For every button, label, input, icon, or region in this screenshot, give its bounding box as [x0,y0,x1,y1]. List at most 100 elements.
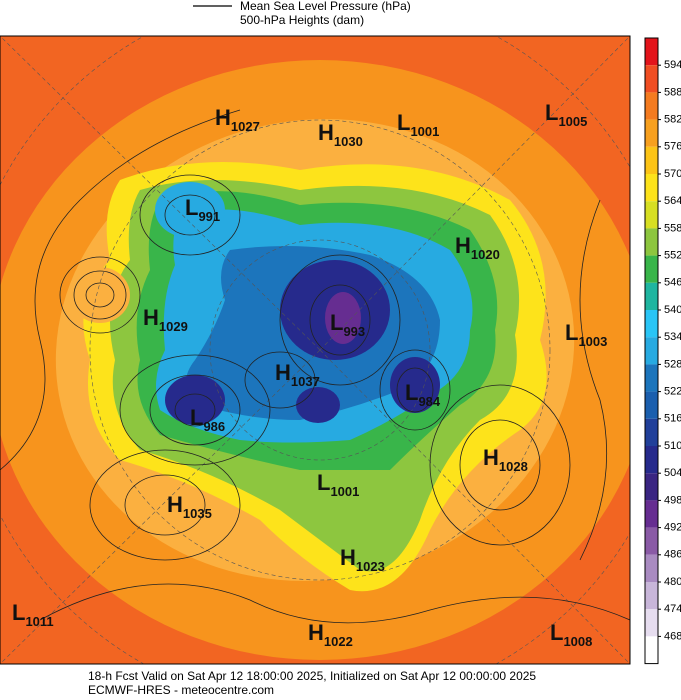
center-pressure: 1011 [25,614,53,629]
center-pressure: 1008 [563,634,592,649]
center-kind: H [215,105,231,130]
pressure-center: L986 [190,405,225,434]
colorbar-segment [645,391,658,419]
colorbar-segment [645,554,658,582]
center-pressure: 1020 [471,247,500,262]
colorbar-segment [645,146,658,174]
center-kind: H [308,620,324,645]
center-kind: H [318,120,334,145]
colorbar-label: 504 [664,467,681,479]
colorbar-segment [645,201,658,229]
center-kind: H [143,305,159,330]
colorbar-label: 498 [664,494,681,506]
center-kind: L [545,100,558,125]
pressure-center: H1027 [215,105,260,134]
colorbar-label: 534 [664,331,681,343]
pressure-center: L1001 [397,110,439,139]
colorbar-label: 582 [664,114,681,126]
colorbar-segment [645,418,658,446]
center-pressure: 1001 [410,124,439,139]
center-pressure: 1030 [334,134,363,149]
colorbar-label: 576 [664,141,681,153]
center-pressure: 1005 [558,114,587,129]
colorbar-label: 474 [664,603,681,615]
colorbar-segment [645,119,658,147]
center-kind: L [565,320,578,345]
center-kind: L [550,620,563,645]
colorbar-label: 540 [664,304,681,316]
model-source: ECMWF-HRES - meteocentre.com [88,683,274,697]
colorbar-label: 546 [664,277,681,289]
center-kind: H [275,360,291,385]
center-kind: L [190,405,203,430]
pressure-center: H1023 [340,545,385,574]
colorbar-segment [645,364,658,392]
colorbar-label: 552 [664,250,681,262]
pressure-center: H1035 [167,492,212,521]
center-kind: H [483,445,499,470]
pressure-center: L1011 [12,600,54,629]
pressure-center: H1028 [483,445,528,474]
colorbar-segment [645,609,658,637]
colorbar-label: 564 [664,195,681,207]
colorbar-segment [645,337,658,365]
center-pressure: 1028 [499,459,528,474]
colorbar-label: 492 [664,522,681,534]
colorbar-label: 522 [664,386,681,398]
center-pressure: 1022 [324,634,353,649]
pressure-center: H1020 [455,233,500,262]
colorbar-label: 594 [664,59,681,71]
colorbar-segment [645,310,658,338]
legend-line-label: Mean Sea Level Pressure (hPa) [240,0,411,13]
center-kind: L [397,110,410,135]
colorbar-label: 480 [664,576,681,588]
center-pressure: 1037 [291,374,320,389]
colorbar-label: 516 [664,413,681,425]
colorbar-segment [645,527,658,555]
center-pressure: 1029 [159,319,188,334]
pressure-center: H1037 [275,360,320,389]
center-kind: L [405,380,418,405]
center-pressure: 1001 [330,484,359,499]
center-kind: L [317,470,330,495]
center-pressure: 1003 [578,334,607,349]
center-pressure: 993 [343,324,365,339]
colorbar-label: 558 [664,222,681,234]
pressure-center: L993 [330,310,365,339]
colorbar-frame [644,37,659,665]
colorbar-segment [645,446,658,474]
colorbar-segment [645,228,658,256]
colorbar-label: 486 [664,549,681,561]
colorbar-segment [645,473,658,501]
map-frame [0,35,631,665]
pressure-center: L1001 [317,470,359,499]
pressure-center: H1029 [143,305,188,334]
center-kind: L [185,195,198,220]
colorbar-label: 510 [664,440,681,452]
center-pressure: 984 [418,394,440,409]
colorbar-segment [645,65,658,93]
colorbar-segment [645,92,658,120]
legend-fill-label: 500-hPa Heights (dam) [240,13,364,27]
center-pressure: 1023 [356,559,385,574]
colorbar-label: 468 [664,630,681,642]
pressure-center: L984 [405,380,441,409]
center-kind: L [330,310,343,335]
colorbar-label: 588 [664,86,681,98]
center-pressure: 986 [203,419,225,434]
pressure-center: H1022 [308,620,353,649]
pressure-center: L991 [185,195,220,224]
colorbar: 594 588 582 576 570 564 558 552 546 540 534 528 522 5… [644,37,681,665]
center-pressure: 1035 [183,506,212,521]
colorbar-label: 570 [664,168,681,180]
pressure-center: L1008 [550,620,592,649]
center-kind: L [12,600,25,625]
center-kind: H [455,233,471,258]
pressure-center: H1030 [318,120,363,149]
colorbar-segment [645,582,658,610]
colorbar-segment [645,255,658,283]
colorbar-segment [645,38,658,66]
